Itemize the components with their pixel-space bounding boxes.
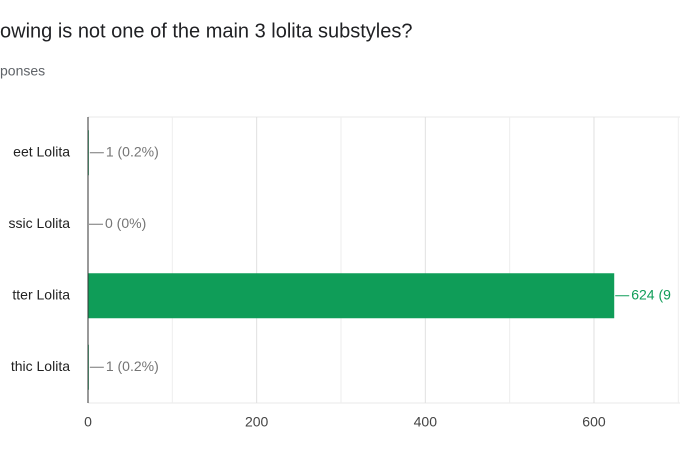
y-tick-label: ssic Lolita	[9, 215, 71, 231]
value-label: 1 (0.2%)	[106, 143, 159, 159]
bar	[88, 273, 615, 319]
response-count: ponses	[0, 63, 45, 79]
value-label: 624 (9	[631, 286, 671, 302]
value-label: 1 (0.2%)	[106, 358, 159, 374]
x-tick-label: 400	[414, 414, 438, 430]
y-tick-label: tter Lolita	[12, 286, 70, 302]
value-label: 0 (0%)	[105, 215, 146, 231]
chart-title: owing is not one of the main 3 lolita su…	[0, 20, 412, 42]
x-tick-label: 600	[582, 414, 606, 430]
x-tick-label: 200	[245, 414, 269, 430]
y-tick-label: thic Lolita	[11, 358, 70, 374]
x-tick-label: 0	[84, 414, 92, 430]
y-tick-label: eet Lolita	[13, 143, 70, 159]
